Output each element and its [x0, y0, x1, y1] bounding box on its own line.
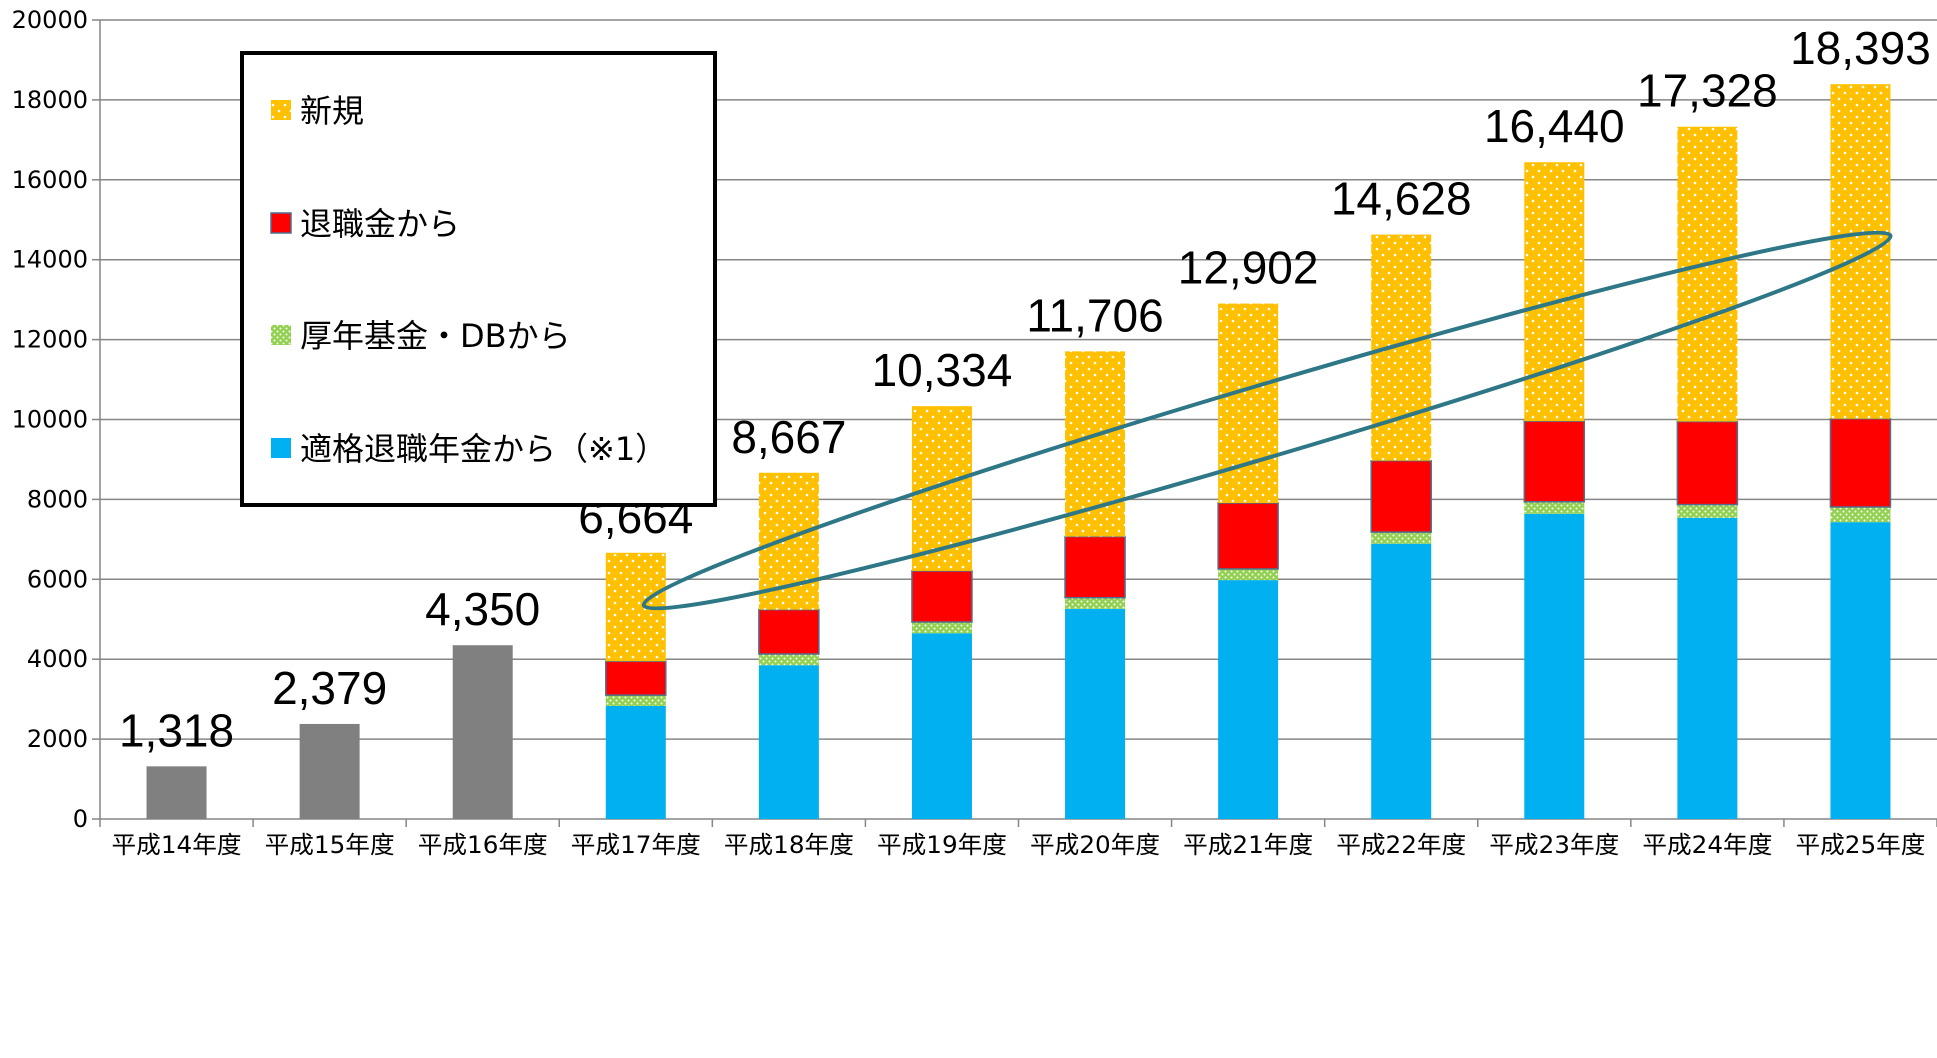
bar-segment [1371, 532, 1432, 544]
bar-segment [1677, 517, 1738, 819]
legend-swatch [271, 325, 291, 345]
bar-total-label: 8,667 [731, 411, 846, 463]
x-tick-label: 平成19年度 [877, 831, 1007, 859]
y-tick-label: 12000 [12, 326, 88, 354]
y-tick-label: 0 [73, 805, 88, 833]
bar-segment [1829, 417, 1892, 508]
bar-segment [1523, 420, 1586, 503]
bar-segment [1217, 502, 1279, 570]
legend-box [240, 51, 717, 507]
y-tick-label: 16000 [12, 166, 88, 194]
legend-label: 新規 [300, 92, 364, 130]
bar-total-label: 16,440 [1484, 100, 1625, 152]
x-tick-label: 平成24年度 [1642, 831, 1772, 859]
bar-segment [1677, 504, 1738, 518]
bar-segment [1065, 597, 1126, 609]
legend-label: 適格退職年金から（※1） [300, 430, 667, 468]
bar-segment [605, 660, 667, 696]
bar-segment [605, 695, 666, 706]
trend-highlight-ellipse [641, 230, 1893, 611]
bar-total-label: 2,379 [272, 662, 387, 714]
bar-total-label: 14,628 [1331, 173, 1472, 225]
bar-segment [911, 406, 972, 571]
bar-segment [1218, 303, 1279, 503]
axes: 0 2000 4000 6000 8000 10000 12000 14000 16000 180… [12, 6, 1937, 859]
bar-segment [911, 570, 973, 623]
legend-label: 退職金から [300, 205, 460, 243]
legend-label: 厚年基金・DBから [300, 317, 571, 355]
x-tick-label: 平成15年度 [265, 831, 395, 859]
bar-total-label: 1,318 [119, 704, 234, 756]
y-tick-label: 6000 [27, 565, 88, 593]
bar-segment [1064, 535, 1126, 599]
x-tick-label: 平成25年度 [1795, 831, 1925, 859]
bar-total-label: 4,350 [425, 583, 540, 635]
y-tick-label: 20000 [12, 6, 88, 34]
bar-segment [1677, 126, 1738, 422]
bar-segment [1524, 513, 1585, 819]
legend-swatch [271, 100, 291, 120]
x-tick-label: 平成22年度 [1336, 831, 1466, 859]
y-tick-label: 4000 [27, 645, 88, 673]
y-tick-label: 8000 [27, 485, 88, 513]
y-tick-label: 2000 [27, 725, 88, 753]
bar-total-label: 11,706 [1026, 289, 1163, 341]
x-tick-label: 平成16年度 [418, 831, 548, 859]
y-tick-label: 10000 [12, 406, 88, 434]
bar-total [452, 645, 513, 819]
bar-total-label: 18,393 [1790, 22, 1931, 74]
bar-segment [1218, 568, 1279, 581]
bar-segment [758, 665, 819, 819]
bar-segment [1371, 234, 1432, 461]
bar-total-label: 10,334 [872, 344, 1013, 396]
bar-segment [1524, 501, 1585, 514]
legend-swatch [271, 438, 291, 458]
legend-swatch [270, 212, 292, 234]
x-tick-label: 平成14年度 [112, 831, 242, 859]
bar-segment [1370, 459, 1432, 533]
bar-total [299, 723, 360, 819]
y-tick-label: 14000 [12, 246, 88, 274]
x-tick-label: 平成20年度 [1030, 831, 1160, 859]
y-tick-label: 18000 [12, 86, 88, 114]
bar-total [146, 766, 207, 819]
bar-segment [1218, 580, 1279, 819]
bar-segment [1676, 420, 1739, 506]
bar-segment [1371, 543, 1432, 819]
bar-segment [758, 654, 819, 666]
bar-segment [758, 608, 820, 655]
x-tick-label: 平成23年度 [1489, 831, 1619, 859]
x-tick-label: 平成18年度 [724, 831, 854, 859]
bar-segment [605, 705, 666, 819]
bar-segment [1830, 506, 1891, 523]
bar-segment [1065, 608, 1126, 819]
x-tick-label: 平成17年度 [571, 831, 701, 859]
bar-segment [1830, 84, 1891, 419]
x-tick-label: 平成21年度 [1183, 831, 1313, 859]
bar-segment [911, 622, 972, 634]
bar-segment [1830, 522, 1891, 819]
bar-total-label: 12,902 [1178, 242, 1319, 294]
bar-segment [911, 633, 972, 819]
bar-total-label: 17,328 [1637, 65, 1778, 117]
bar-segment [1524, 162, 1585, 422]
